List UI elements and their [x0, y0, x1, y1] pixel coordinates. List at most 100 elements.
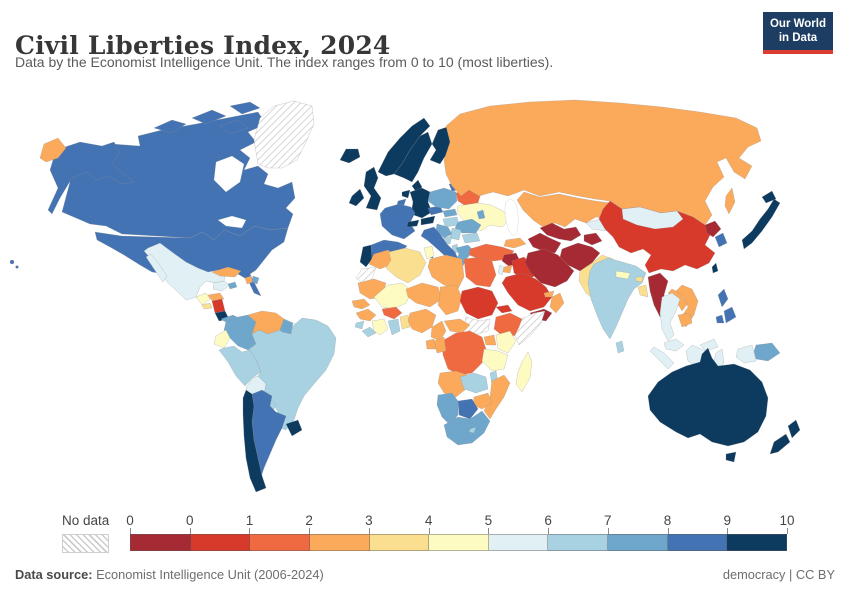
country-south-korea[interactable] [714, 232, 728, 248]
country-liberia[interactable] [361, 326, 377, 338]
country-turkmenistan[interactable] [527, 232, 562, 254]
country-canada-island[interactable] [229, 101, 261, 115]
country-poland[interactable] [427, 187, 458, 210]
country-australia[interactable] [647, 347, 769, 447]
legend-bin-7[interactable] [548, 534, 609, 551]
country-united-kingdom[interactable] [363, 166, 382, 211]
country-mongolia[interactable] [621, 206, 684, 230]
country-north-korea[interactable] [704, 220, 722, 238]
country-indonesia-sumatra[interactable] [649, 346, 675, 370]
country-congo[interactable] [433, 336, 447, 354]
country-iceland[interactable] [339, 148, 361, 164]
country-thailand[interactable] [659, 292, 681, 342]
country-austria[interactable] [420, 215, 436, 226]
country-el-salvador[interactable] [201, 302, 213, 310]
country-new-zealand-south[interactable] [769, 433, 791, 455]
country-bulgaria[interactable] [461, 232, 481, 244]
country-algeria[interactable] [385, 247, 427, 284]
country-japan-hokkaido[interactable] [761, 190, 777, 204]
country-nigeria[interactable] [407, 308, 437, 334]
country-madagascar[interactable] [515, 351, 533, 393]
legend-bin-1[interactable] [190, 534, 251, 551]
country-ivory-coast[interactable] [371, 318, 389, 336]
country-tunisia[interactable] [423, 245, 435, 260]
country-uae[interactable] [543, 290, 555, 298]
country-canada-island[interactable] [219, 119, 249, 135]
country-guinea[interactable] [355, 308, 377, 322]
country-switzerland[interactable] [406, 219, 420, 228]
country-canada-island[interactable] [191, 109, 227, 125]
country-cuba[interactable] [211, 266, 242, 278]
country-philippines[interactable] [723, 306, 737, 324]
country-japan[interactable] [741, 198, 781, 250]
country-azerbaijan[interactable] [503, 237, 527, 249]
country-belgium[interactable] [396, 198, 407, 206]
country-uganda[interactable] [483, 334, 497, 346]
country-uzbekistan[interactable] [539, 222, 582, 242]
legend-bin-3[interactable] [309, 534, 370, 551]
country-honduras[interactable] [207, 292, 225, 302]
country-cambodia[interactable] [677, 312, 693, 328]
country-ghana[interactable] [387, 318, 401, 336]
owid-logo[interactable]: Our World in Data [763, 12, 833, 54]
country-iran[interactable] [524, 248, 575, 288]
country-malaysia[interactable] [663, 338, 685, 352]
country-france[interactable] [379, 203, 416, 240]
legend-bin-9[interactable] [667, 534, 728, 551]
country-jordan[interactable] [502, 264, 513, 274]
country-mexico-baja[interactable] [145, 253, 168, 283]
country-somalia[interactable] [514, 310, 546, 346]
country-netherlands[interactable] [401, 189, 411, 199]
country-eritrea[interactable] [495, 304, 513, 314]
legend-bin-2[interactable] [250, 534, 310, 551]
country-moldova[interactable] [476, 209, 486, 220]
country-chad[interactable] [437, 284, 463, 316]
country-egypt[interactable] [463, 256, 497, 288]
legend-bin-0[interactable] [130, 534, 191, 551]
country-niger[interactable] [405, 282, 443, 308]
country-saudi-arabia[interactable] [501, 272, 553, 312]
country-jamaica[interactable] [227, 281, 238, 290]
country-ireland[interactable] [348, 188, 365, 207]
country-philippines[interactable] [717, 288, 729, 308]
country-cameroon[interactable] [430, 320, 447, 342]
country-car[interactable] [443, 318, 471, 334]
country-nicaragua[interactable] [211, 298, 226, 314]
country-chile[interactable] [242, 389, 267, 493]
legend-bin-10[interactable] [727, 534, 788, 551]
country-kenya[interactable] [495, 330, 517, 354]
country-bangladesh[interactable] [637, 284, 649, 298]
country-gabon[interactable] [425, 338, 437, 350]
country-uruguay[interactable] [285, 419, 303, 437]
country-mexico-yucatan[interactable] [212, 280, 231, 292]
country-peru[interactable] [218, 345, 262, 387]
country-burkina-faso[interactable] [381, 306, 403, 320]
country-hawaii[interactable] [9, 259, 15, 265]
country-sierra-leone[interactable] [354, 320, 365, 330]
country-russia-sakhalin[interactable] [724, 187, 736, 215]
country-slovakia[interactable] [442, 208, 458, 218]
country-portugal[interactable] [359, 244, 373, 268]
country-taiwan[interactable] [711, 262, 719, 274]
country-greenland[interactable] [253, 100, 315, 169]
country-senegal[interactable] [351, 298, 371, 310]
country-russia[interactable] [443, 99, 762, 226]
license-text[interactable]: democracy | CC BY [722, 567, 835, 582]
country-ecuador[interactable] [213, 329, 231, 349]
country-russia-chukotka[interactable] [39, 137, 67, 163]
country-bhutan[interactable] [635, 276, 644, 283]
legend-bin-4[interactable] [369, 534, 430, 551]
country-new-zealand-north[interactable] [787, 419, 801, 439]
country-lesotho[interactable] [468, 426, 477, 434]
country-drc[interactable] [441, 330, 487, 376]
country-australia-tasmania[interactable] [725, 451, 737, 463]
country-norway[interactable] [377, 117, 431, 177]
country-india[interactable] [587, 257, 647, 340]
country-guatemala[interactable] [195, 292, 211, 306]
country-zambia[interactable] [459, 372, 489, 394]
country-tanzania[interactable] [481, 348, 509, 372]
country-botswana[interactable] [457, 398, 479, 420]
country-papua-new-guinea[interactable] [753, 342, 781, 362]
country-sri-lanka[interactable] [615, 340, 625, 354]
country-tajikistan[interactable] [583, 232, 603, 246]
